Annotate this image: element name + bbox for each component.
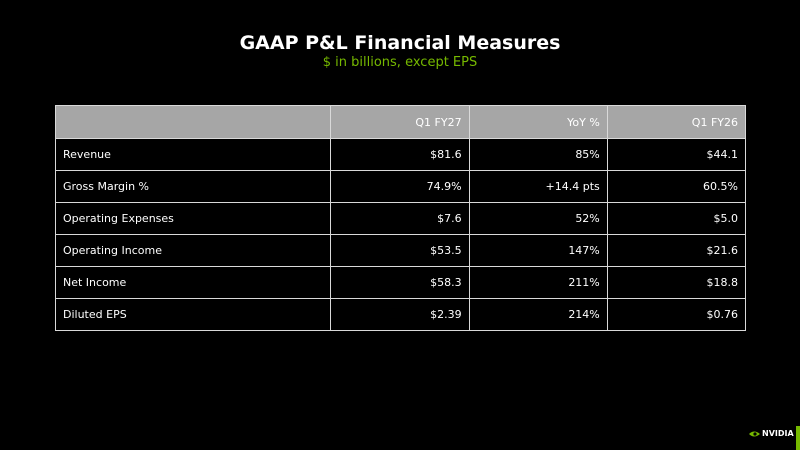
row-label: Revenue: [54, 138, 332, 171]
column-header: YoY %: [468, 105, 608, 139]
cell: 85%: [468, 138, 608, 171]
cell: $53.5: [330, 234, 470, 267]
accent-bar: [796, 426, 800, 450]
table-row: Diluted EPS $2.39 214% $0.76: [54, 298, 747, 331]
column-header: Q1 FY27: [330, 105, 470, 139]
subtitle: $ in billions, except EPS: [322, 55, 478, 70]
column-header: Q1 FY26: [606, 105, 747, 139]
header-cell: [54, 105, 332, 139]
cell: $44.1: [606, 138, 747, 171]
pl-table: Q1 FY27 YoY % Q1 FY26 Revenue $81.6 85% $44.1…: [54, 105, 747, 331]
cell: $2.39: [330, 298, 470, 331]
row-label: Gross Margin %: [54, 170, 332, 203]
cell: $81.6: [330, 138, 470, 171]
cell: 74.9%: [330, 170, 470, 203]
table-row: Operating Income $53.5 147% $21.6: [54, 234, 747, 267]
cell: $7.6: [330, 202, 470, 235]
row-label: Net Income: [54, 266, 332, 299]
row-label: Operating Expenses: [54, 202, 332, 235]
cell: 60.5%: [606, 170, 747, 203]
cell: $5.0: [606, 202, 747, 235]
cell: $18.8: [606, 266, 747, 299]
cell: $0.76: [606, 298, 747, 331]
cell: 211%: [468, 266, 608, 299]
cell: 147%: [468, 234, 608, 267]
row-label: Operating Income: [54, 234, 332, 267]
cell: $58.3: [330, 266, 470, 299]
cell: $21.6: [606, 234, 747, 267]
row-label: Diluted EPS: [54, 298, 332, 331]
table-row: Operating Expenses $7.6 52% $5.0: [54, 202, 747, 235]
cell: 52%: [468, 202, 608, 235]
table-row: Net Income $58.3 211% $18.8: [54, 266, 747, 299]
logo-text: NVIDIA: [762, 429, 794, 438]
table-body: Revenue $81.6 85% $44.1 Gross Margin % 74.9% +…: [54, 138, 747, 331]
logo: NVIDIA: [749, 429, 794, 438]
cell: 214%: [468, 298, 608, 331]
cell: +14.4 pts: [468, 170, 608, 203]
logo-icon: [749, 431, 760, 436]
table-row: Gross Margin % 74.9% +14.4 pts 60.5%: [54, 170, 747, 203]
title: GAAP P&L Financial Measures: [239, 32, 561, 54]
header-row: Q1 FY27 YoY % Q1 FY26: [54, 105, 747, 139]
table-row: Revenue $81.6 85% $44.1: [54, 138, 747, 171]
